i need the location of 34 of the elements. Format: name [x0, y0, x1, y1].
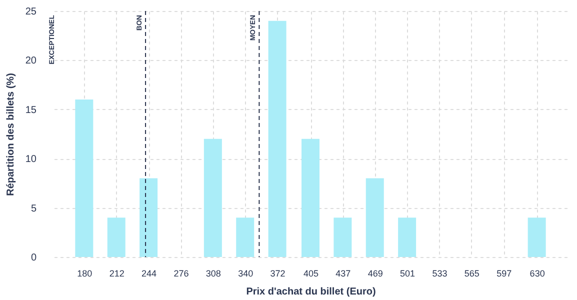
x-tick-label: 469 [368, 268, 383, 278]
bar [75, 100, 94, 257]
bar [302, 138, 320, 257]
bar [334, 218, 352, 257]
x-tick-label: 533 [432, 268, 448, 278]
bar [366, 178, 384, 257]
bar [236, 218, 254, 257]
y-axis-title: Répartition des billets (%) [5, 73, 16, 196]
x-tick-label: 244 [142, 268, 157, 278]
x-tick-label: 405 [303, 268, 319, 278]
bar [107, 218, 126, 257]
y-tick-label: 10 [25, 154, 37, 166]
x-tick-label: 340 [238, 268, 254, 278]
x-tick-label: 501 [400, 268, 416, 278]
x-tick-label: 308 [206, 268, 221, 278]
x-tick-label: 597 [496, 268, 512, 278]
y-tick-label: 15 [25, 104, 37, 116]
x-tick-label: 212 [109, 268, 124, 278]
x-tick-label: 437 [336, 268, 351, 278]
x-tick-label: 372 [270, 268, 286, 278]
bar [140, 178, 158, 257]
x-tick-label: 565 [464, 268, 480, 278]
x-tick-label: 180 [77, 268, 92, 278]
y-tick-label: 5 [30, 203, 37, 214]
y-tick-label: 20 [25, 56, 37, 67]
bar [528, 218, 546, 257]
x-tick-label: 276 [174, 268, 189, 278]
y-tick-label: 0 [30, 252, 37, 264]
bar [204, 138, 222, 257]
x-axis-title: Prix d'achat du billet (Euro) [246, 286, 376, 298]
bar [398, 218, 416, 257]
bar [268, 20, 286, 257]
x-tick-label: 630 [530, 268, 545, 278]
y-tick-label: 25 [25, 6, 37, 18]
